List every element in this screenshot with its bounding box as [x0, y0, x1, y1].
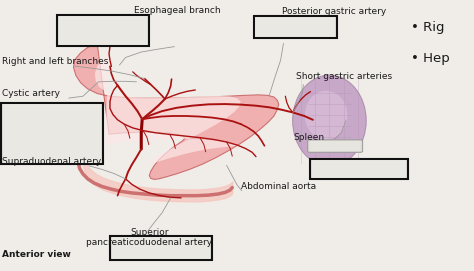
- FancyBboxPatch shape: [310, 159, 408, 179]
- Text: Right and left branches: Right and left branches: [2, 57, 109, 66]
- Text: Posterior gastric artery: Posterior gastric artery: [282, 7, 386, 16]
- FancyBboxPatch shape: [110, 236, 212, 260]
- Text: Short gastric arteries: Short gastric arteries: [296, 72, 392, 81]
- Text: • Rig: • Rig: [411, 21, 445, 34]
- Ellipse shape: [292, 75, 366, 166]
- Text: Supraduodenal artery: Supraduodenal artery: [2, 157, 101, 166]
- Text: Spleen: Spleen: [293, 133, 324, 142]
- FancyBboxPatch shape: [112, 237, 210, 259]
- Text: Superior
pancreaticoduodenal artery: Superior pancreaticoduodenal artery: [86, 228, 212, 247]
- FancyBboxPatch shape: [308, 140, 363, 152]
- Text: Anterior view: Anterior view: [2, 250, 71, 259]
- Text: Esophageal branch: Esophageal branch: [135, 6, 221, 15]
- Text: Cystic artery: Cystic artery: [2, 89, 60, 98]
- Polygon shape: [73, 43, 279, 179]
- Text: Abdominal aorta: Abdominal aorta: [241, 182, 316, 191]
- FancyBboxPatch shape: [312, 160, 406, 178]
- Text: • Hep: • Hep: [411, 52, 450, 65]
- FancyBboxPatch shape: [59, 16, 147, 45]
- FancyBboxPatch shape: [1, 103, 103, 164]
- FancyBboxPatch shape: [310, 141, 361, 151]
- FancyBboxPatch shape: [255, 17, 335, 37]
- Ellipse shape: [305, 91, 347, 140]
- Polygon shape: [95, 54, 241, 164]
- FancyBboxPatch shape: [254, 16, 337, 38]
- FancyBboxPatch shape: [57, 15, 149, 46]
- FancyBboxPatch shape: [3, 104, 101, 163]
